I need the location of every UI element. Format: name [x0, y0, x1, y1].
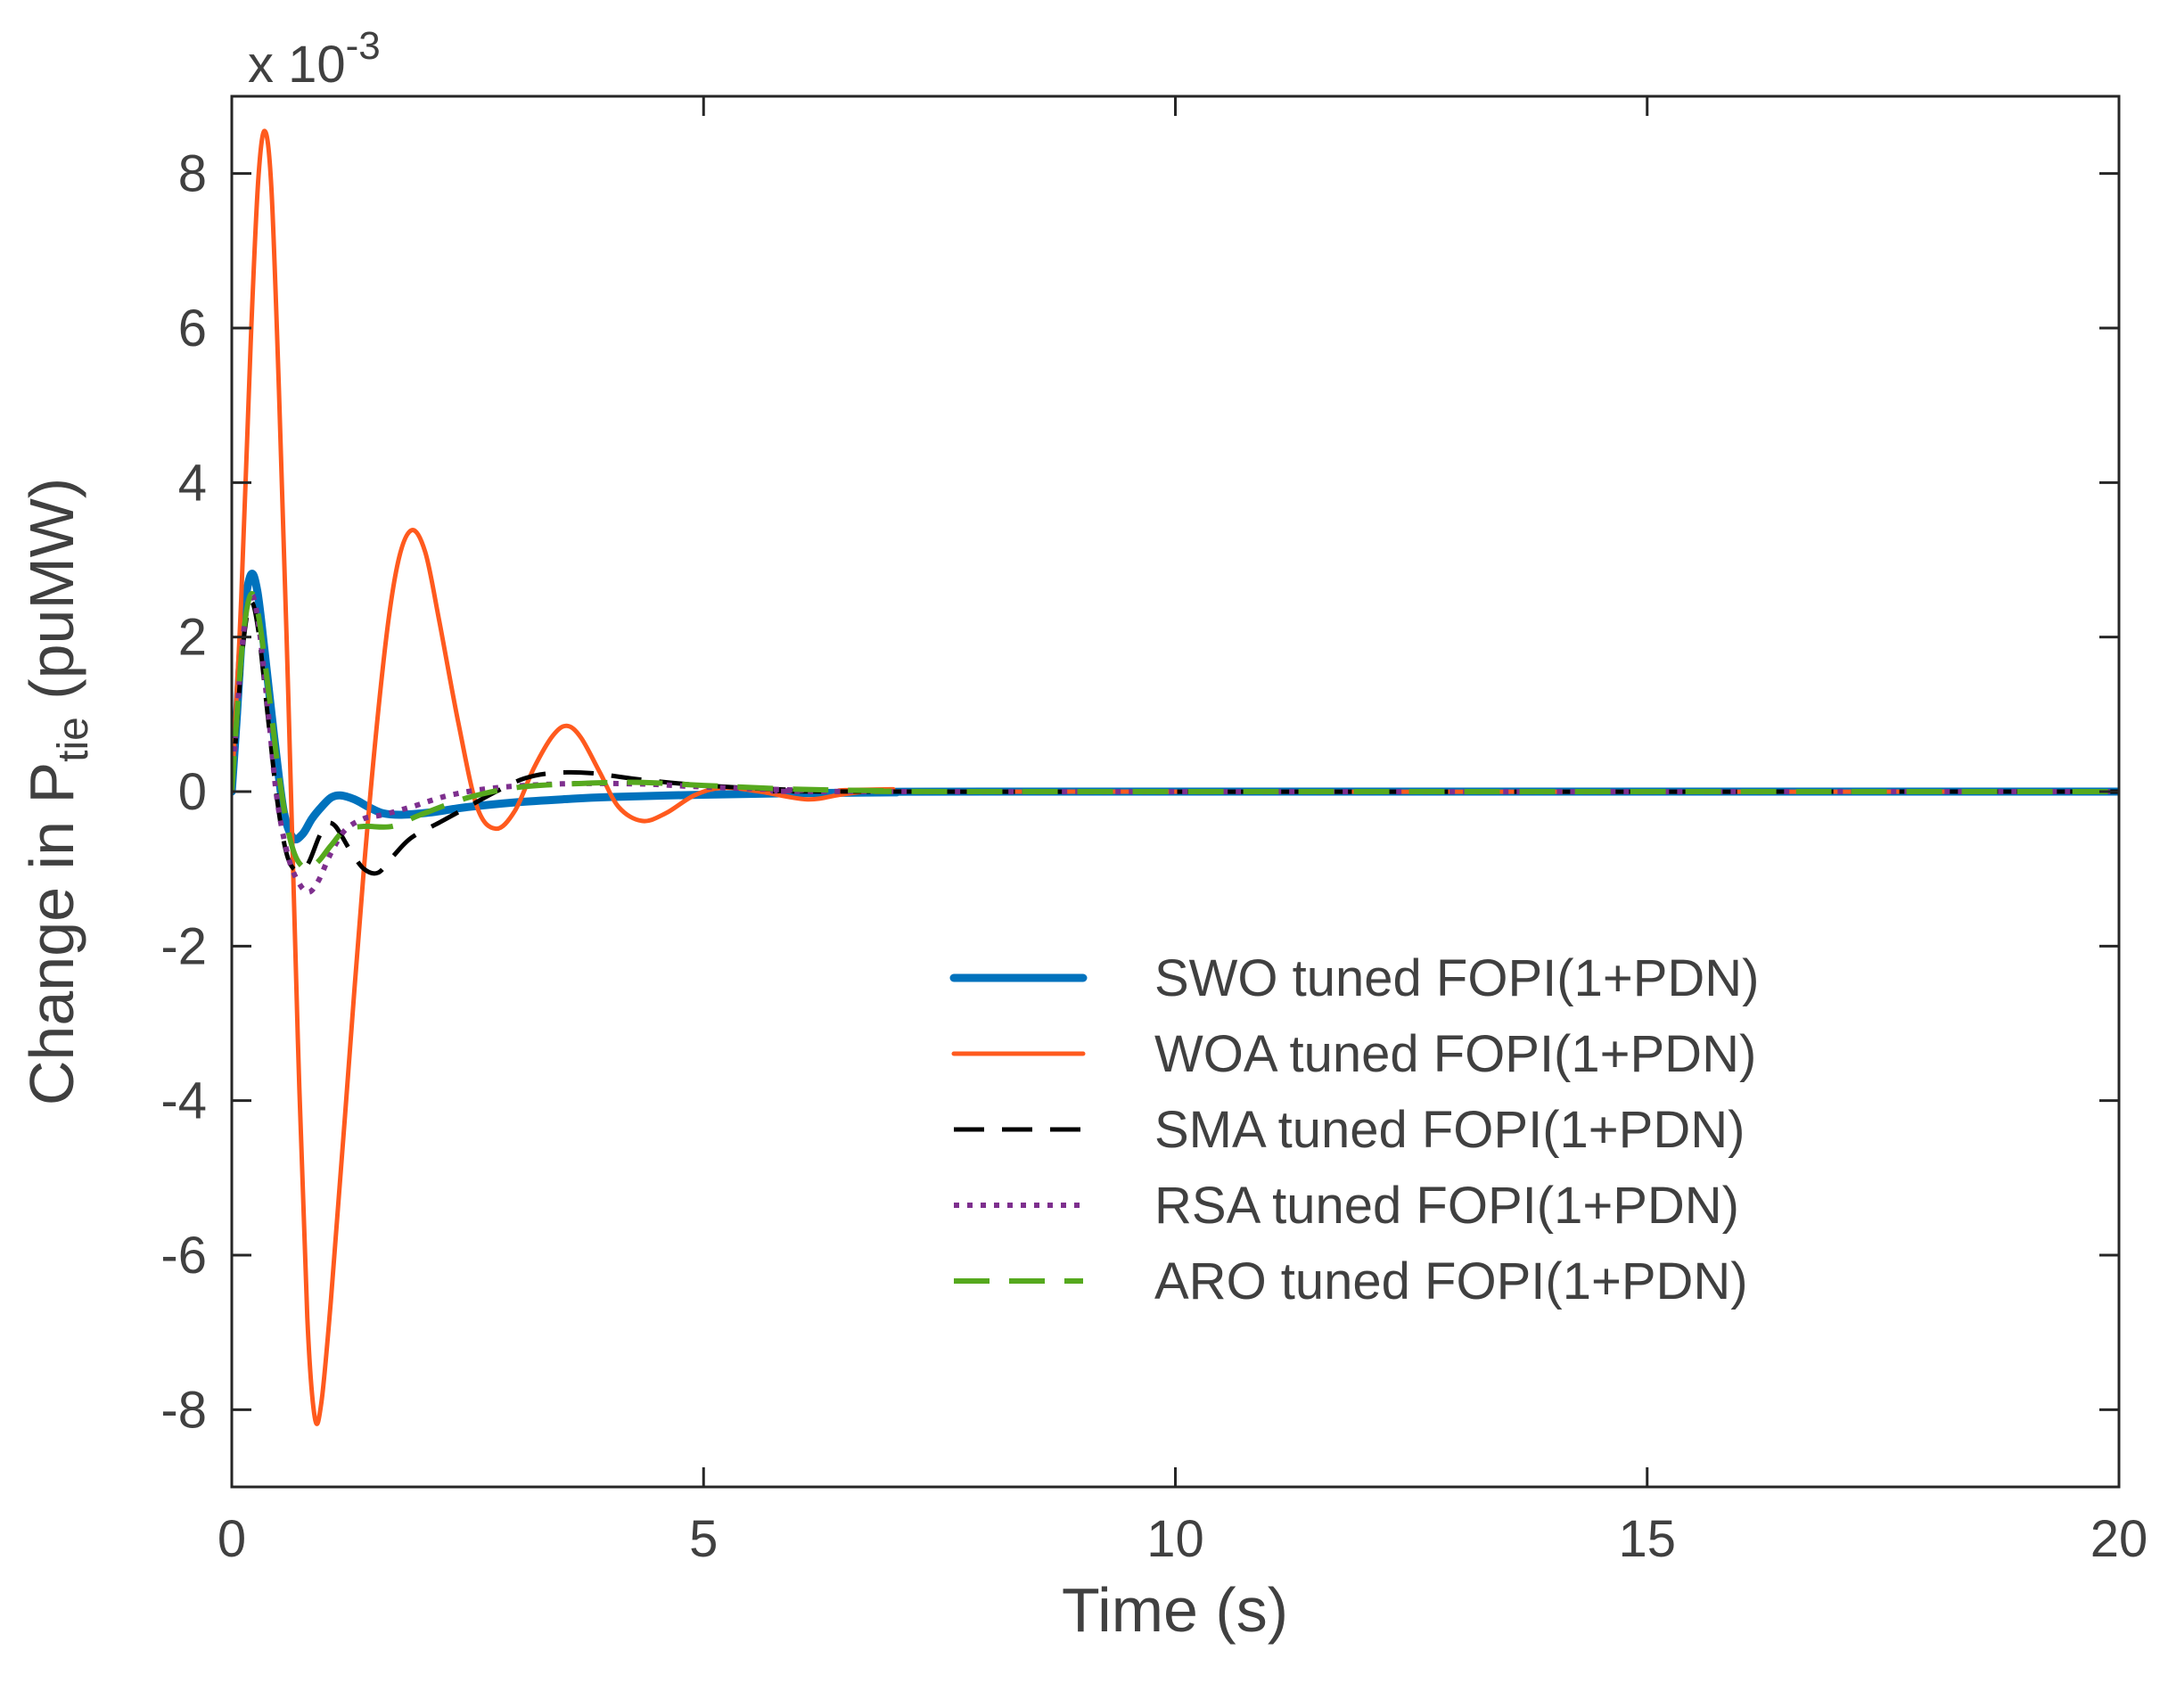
y-tick-label: 0	[178, 763, 207, 821]
y-multiplier-base: x 10	[248, 36, 346, 94]
y-tick-label: -6	[160, 1227, 207, 1285]
x-tick-label: 20	[2090, 1510, 2148, 1568]
series-line-aro	[232, 591, 2119, 872]
y-axis-multiplier: x 10-3	[248, 24, 381, 94]
y-axis-label-subscript: tie	[50, 717, 97, 762]
y-tick-label: 2	[178, 609, 207, 667]
series-line-rsa	[232, 591, 2119, 895]
legend: SWO tuned FOPI(1+PDN) WOA tuned FOPI(1+PD…	[949, 949, 1759, 1310]
x-tick-label: 15	[1618, 1510, 1676, 1568]
y-tick-label: 4	[178, 454, 207, 512]
y-multiplier-exponent: -3	[346, 24, 381, 68]
x-tick-label: 5	[689, 1510, 718, 1568]
x-tick-label: 0	[218, 1510, 246, 1568]
legend-label-woa: WOA tuned FOPI(1+PDN)	[1154, 1025, 1756, 1083]
legend-label-swo: SWO tuned FOPI(1+PDN)	[1154, 949, 1759, 1007]
legend-label-rsa: RSA tuned FOPI(1+PDN)	[1154, 1177, 1739, 1235]
series-line-woa	[232, 128, 2119, 1426]
y-tick-label: -4	[160, 1072, 207, 1130]
y-tick-label: 8	[178, 145, 207, 203]
y-axis-label: Change in Ptie (puMW)	[17, 478, 97, 1105]
y-tick-label: 6	[178, 300, 207, 357]
y-axis-label-suffix: (puMW)	[17, 478, 86, 717]
ticks-layer: 0 5 10 15 20 -8 -6 -4 -2 0 2 4 6 8	[160, 96, 2147, 1568]
x-axis-label: Time (s)	[1062, 1575, 1288, 1645]
y-axis-label-prefix: Change in P	[17, 762, 86, 1105]
x-tick-label: 10	[1146, 1510, 1204, 1568]
plot-frame	[230, 94, 2121, 1489]
y-tick-label: -8	[160, 1381, 207, 1439]
series-layer	[232, 128, 2119, 1426]
legend-label-aro: ARO tuned FOPI(1+PDN)	[1154, 1252, 1748, 1310]
y-tick-label: -2	[160, 917, 207, 975]
legend-label-sma: SMA tuned FOPI(1+PDN)	[1154, 1101, 1745, 1159]
